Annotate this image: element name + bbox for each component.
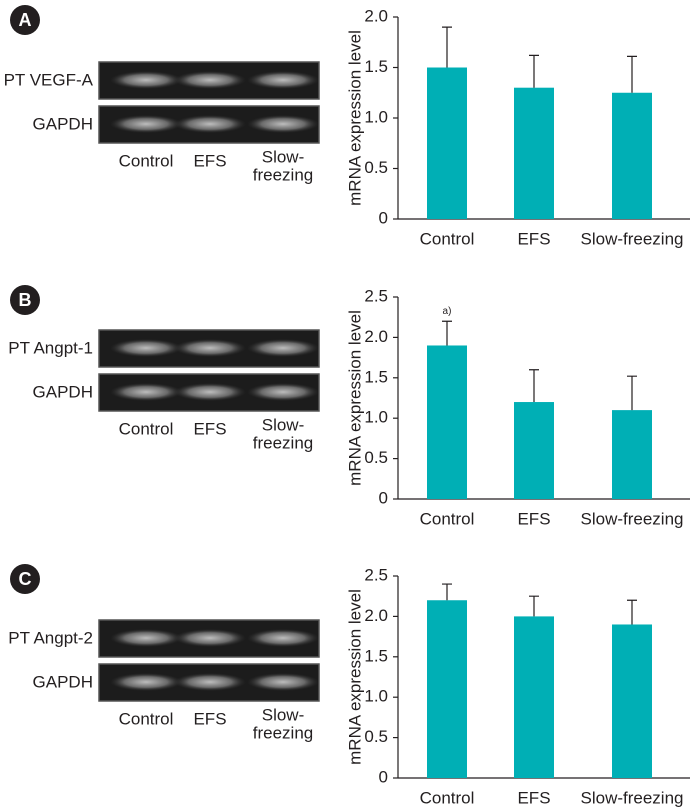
- gel-band: [174, 383, 246, 401]
- gel-lane-label: EFS: [193, 151, 226, 170]
- gel-band: [174, 629, 246, 647]
- gel-lane-label: freezing: [253, 723, 313, 742]
- gel-band: [110, 115, 182, 133]
- gel-lane-label: EFS: [193, 419, 226, 438]
- gel-band: [247, 339, 319, 357]
- x-tick-label: Slow-freezing: [581, 788, 684, 807]
- bar: [427, 67, 467, 219]
- bar: [514, 87, 554, 219]
- y-tick-label: 1.5: [364, 646, 388, 665]
- y-tick-label: 0.5: [364, 158, 388, 177]
- bar: [427, 345, 467, 499]
- y-tick-label: 1.0: [364, 687, 388, 706]
- bar: [514, 402, 554, 499]
- gel-band: [174, 115, 246, 133]
- panel-badge: [10, 5, 40, 35]
- gel-band: [247, 629, 319, 647]
- y-axis-title: mRNA expression level: [345, 589, 364, 765]
- panel-letter: A: [19, 10, 32, 30]
- gel-band: [174, 71, 246, 89]
- gel-lane-label: freezing: [253, 165, 313, 184]
- y-tick-label: 0: [379, 488, 388, 507]
- gel-row-label: PT Angpt-2: [8, 628, 93, 647]
- gel-lane-label: Slow-: [262, 147, 305, 166]
- error-bar: [529, 595, 539, 617]
- y-tick-label: 0.5: [364, 448, 388, 467]
- y-tick-label: 2.5: [364, 286, 388, 305]
- gel-band: [110, 339, 182, 357]
- gel-lane-label: Control: [119, 419, 174, 438]
- bar: [612, 92, 652, 219]
- gel-band: [247, 383, 319, 401]
- gel-band: [247, 673, 319, 691]
- y-tick-label: 1.5: [364, 57, 388, 76]
- y-tick-label: 0.5: [364, 727, 388, 746]
- x-tick-label: Control: [420, 229, 475, 248]
- panel-badge: [10, 564, 40, 594]
- bar: [514, 616, 554, 778]
- gel-row-label: PT Angpt-1: [8, 338, 93, 357]
- gel-band: [110, 383, 182, 401]
- y-tick-label: 0: [379, 767, 388, 786]
- gel-row-label: PT VEGF-A: [4, 70, 94, 89]
- x-tick-label: EFS: [517, 509, 550, 528]
- y-tick-label: 1.0: [364, 408, 388, 427]
- y-axis-title: mRNA expression level: [345, 30, 364, 206]
- y-tick-label: 1.5: [364, 367, 388, 386]
- bar: [612, 624, 652, 778]
- x-tick-label: Slow-freezing: [581, 509, 684, 528]
- gel-lane-label: Control: [119, 151, 174, 170]
- gel-row-label: GAPDH: [33, 114, 93, 133]
- gel-band: [247, 71, 319, 89]
- y-tick-label: 2.0: [364, 327, 388, 346]
- panel-letter: B: [19, 290, 32, 310]
- error-bar: [442, 26, 452, 68]
- error-bar: [442, 320, 452, 346]
- gel-lane-label: freezing: [253, 433, 313, 452]
- y-tick-label: 1.0: [364, 107, 388, 126]
- y-tick-label: 2.0: [364, 6, 388, 25]
- error-bar: [627, 55, 637, 93]
- gel-band: [110, 71, 182, 89]
- x-tick-label: Control: [420, 509, 475, 528]
- gel-band: [110, 629, 182, 647]
- error-bar: [627, 599, 637, 625]
- error-bar: [442, 583, 452, 601]
- y-tick-label: 2.0: [364, 606, 388, 625]
- error-bar: [627, 375, 637, 411]
- bar: [612, 410, 652, 499]
- gel-band: [110, 673, 182, 691]
- gel-band: [247, 115, 319, 133]
- gel-lane-label: Slow-: [262, 705, 305, 724]
- y-tick-label: 0: [379, 208, 388, 227]
- panel-badge: [10, 285, 40, 315]
- x-tick-label: Control: [420, 788, 475, 807]
- annotation: a): [443, 306, 452, 317]
- bar: [427, 600, 467, 778]
- error-bar: [529, 369, 539, 403]
- gel-lane-label: Slow-: [262, 415, 305, 434]
- panel-letter: C: [19, 569, 32, 589]
- gel-band: [174, 673, 246, 691]
- gel-lane-label: EFS: [193, 709, 226, 728]
- y-axis-title: mRNA expression level: [345, 310, 364, 486]
- gel-lane-label: Control: [119, 709, 174, 728]
- x-tick-label: Slow-freezing: [581, 229, 684, 248]
- y-tick-label: 2.5: [364, 565, 388, 584]
- gel-row-label: GAPDH: [33, 382, 93, 401]
- error-bar: [529, 54, 539, 88]
- gel-band: [174, 339, 246, 357]
- gel-row-label: GAPDH: [33, 672, 93, 691]
- x-tick-label: EFS: [517, 229, 550, 248]
- x-tick-label: EFS: [517, 788, 550, 807]
